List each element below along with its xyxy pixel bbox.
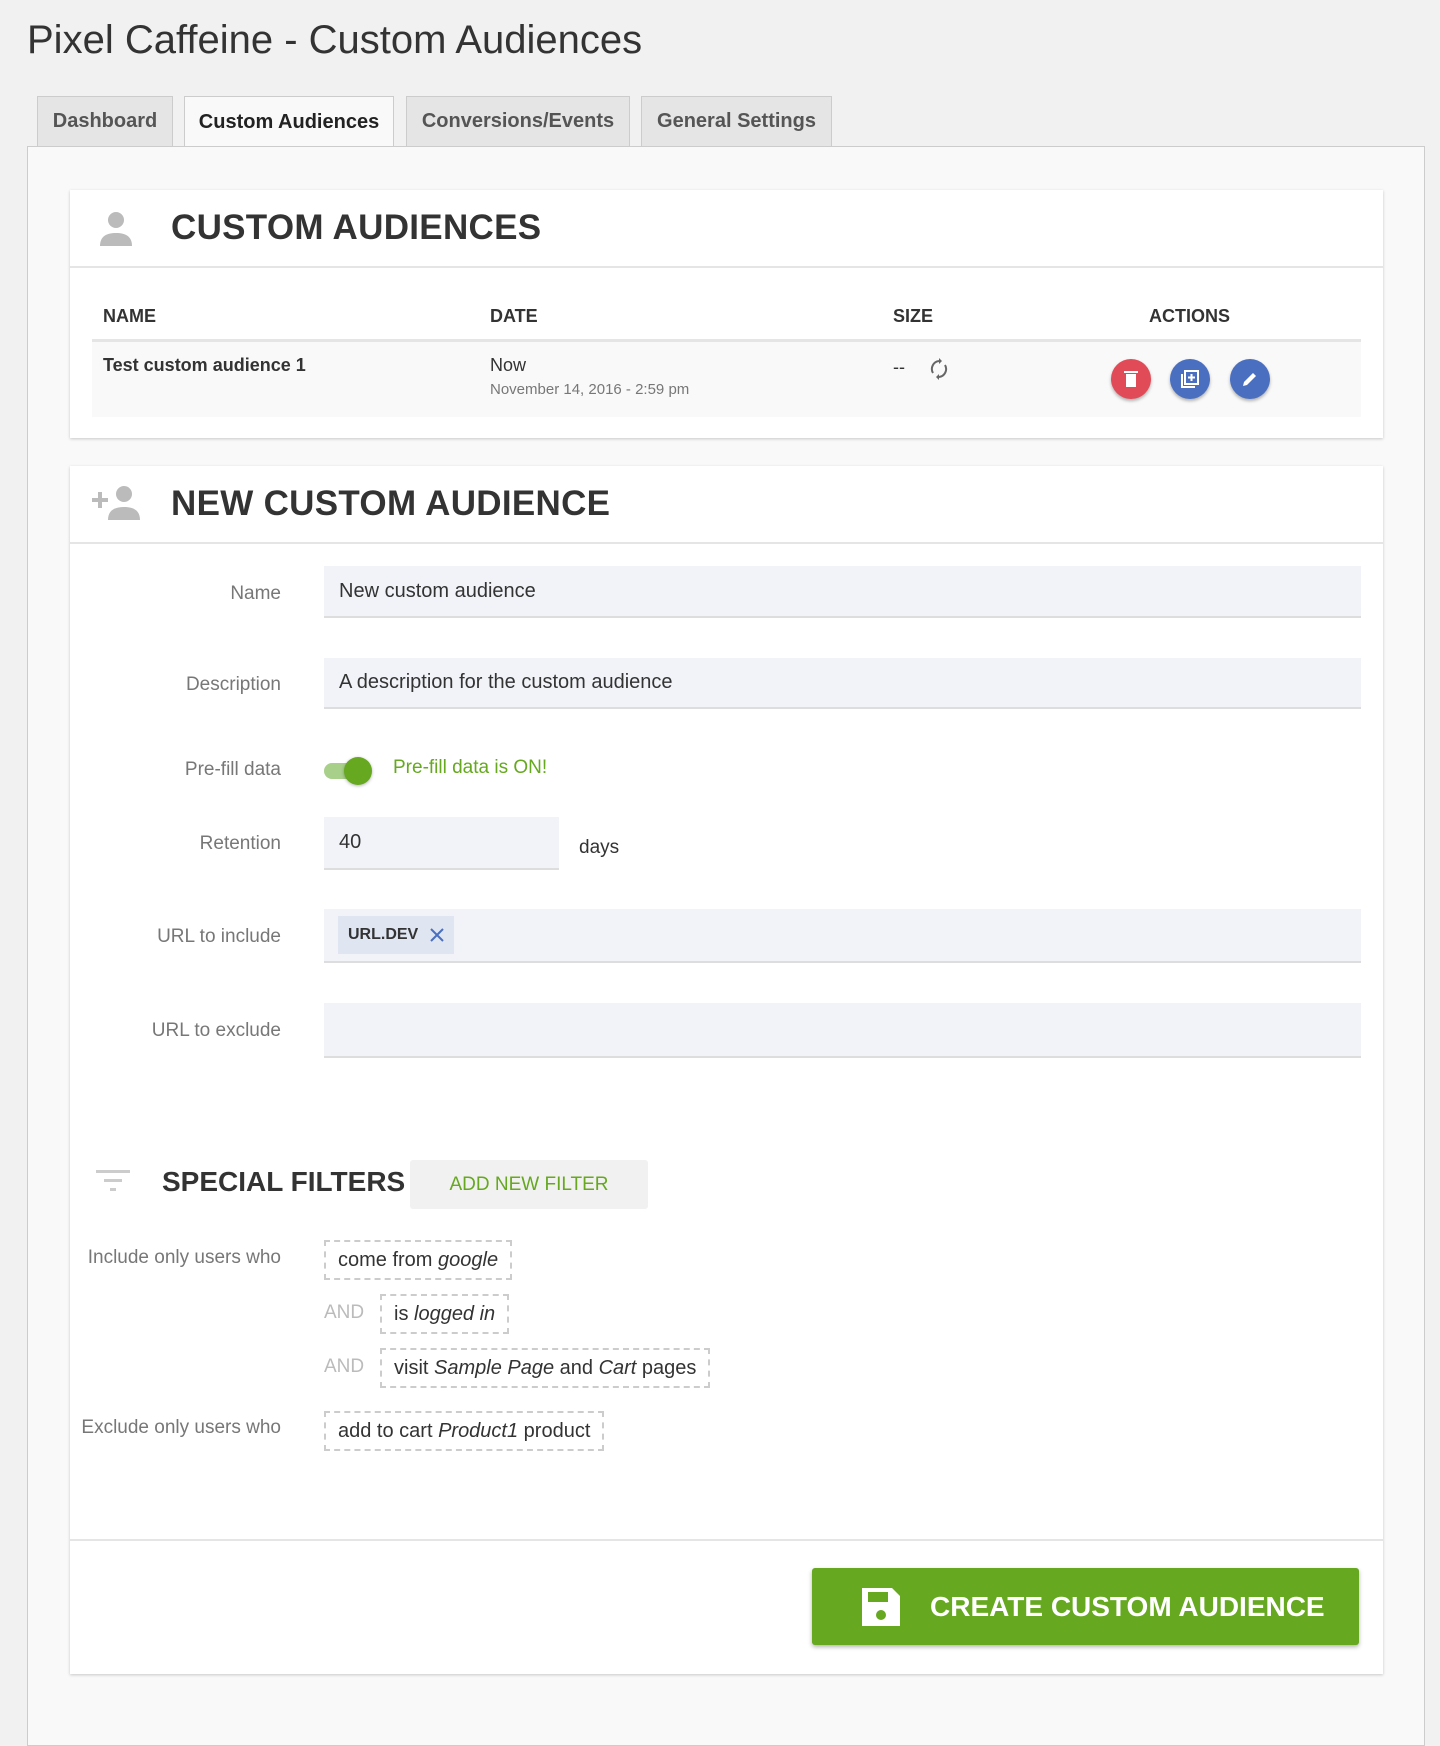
url-tag: URL.DEV [338, 916, 455, 954]
exclude-filter-chip[interactable]: add to cart Product1 product [324, 1411, 605, 1451]
save-icon [862, 1587, 900, 1626]
edit-icon [1243, 373, 1256, 386]
table-row: Test custom audience 1 Now November 14, … [92, 342, 1361, 417]
refresh-icon[interactable] [930, 358, 948, 380]
create-button-label: CREATE CUSTOM AUDIENCE [930, 1590, 1325, 1622]
audience-date-detail: November 14, 2016 - 2:59 pm [490, 381, 690, 398]
user-icon [100, 212, 132, 246]
retention-label: Retention [199, 833, 281, 854]
column-header-actions: ACTIONS [1149, 306, 1230, 326]
column-header-size: SIZE [893, 306, 934, 326]
include-filter-chip[interactable]: visit Sample Page and Cart pages [380, 1348, 711, 1388]
description-label: Description [185, 674, 281, 695]
special-filters-title: SPECIAL FILTERS [162, 1166, 406, 1197]
prefill-toggle[interactable] [324, 757, 374, 785]
audience-name: Test custom audience 1 [103, 355, 306, 375]
prefill-status: Pre-fill data is ON! [393, 757, 548, 778]
exclude-label: Exclude only users who [81, 1417, 281, 1438]
remove-tag-icon[interactable] [430, 928, 444, 942]
and-label: AND [324, 1356, 365, 1377]
url-exclude-label: URL to exclude [151, 1020, 281, 1041]
audience-size: -- [893, 357, 905, 377]
tab-general-settings[interactable]: General Settings [641, 96, 832, 146]
filter-icon [96, 1170, 130, 1191]
custom-audiences-card: CUSTOM AUDIENCES NAME DATE SIZE ACTIONS … [70, 190, 1383, 438]
trash-icon [1124, 371, 1138, 387]
name-label: Name [230, 583, 281, 604]
add-user-icon [92, 486, 140, 520]
create-custom-audience-button[interactable]: CREATE CUSTOM AUDIENCE [812, 1568, 1359, 1645]
name-input[interactable]: New custom audience [324, 566, 1361, 618]
column-header-date: DATE [490, 306, 538, 326]
new-custom-audience-card: NEW CUSTOM AUDIENCE Name New custom audi… [70, 466, 1383, 1674]
page-title: Pixel Caffeine - Custom Audiences [27, 18, 643, 62]
tab-dashboard[interactable]: Dashboard [37, 96, 173, 146]
tab-conversions-events[interactable]: Conversions/Events [406, 96, 630, 146]
tab-custom-audiences[interactable]: Custom Audiences [184, 96, 394, 147]
duplicate-button[interactable] [1170, 359, 1210, 399]
card-title: NEW CUSTOM AUDIENCE [171, 484, 611, 523]
duplicate-icon [1181, 370, 1199, 388]
include-filter-chip[interactable]: is logged in [380, 1294, 510, 1334]
include-label: Include only users who [87, 1247, 281, 1268]
and-label: AND [324, 1302, 365, 1323]
prefill-label: Pre-fill data [184, 759, 281, 780]
edit-button[interactable] [1230, 359, 1270, 399]
audience-date: Now [490, 355, 527, 375]
add-new-filter-button[interactable]: ADD NEW FILTER [410, 1160, 648, 1209]
retention-input[interactable]: 40 [324, 817, 559, 870]
url-include-input[interactable]: URL.DEV [324, 909, 1361, 963]
url-exclude-input[interactable] [324, 1003, 1361, 1058]
url-include-label: URL to include [157, 926, 281, 947]
url-tag-label: URL.DEV [348, 926, 419, 943]
retention-unit: days [579, 837, 620, 858]
description-input[interactable]: A description for the custom audience [324, 658, 1361, 709]
delete-button[interactable] [1111, 359, 1151, 399]
include-filter-chip[interactable]: come from google [324, 1240, 513, 1280]
card-title: CUSTOM AUDIENCES [171, 208, 542, 247]
column-header-name: NAME [103, 306, 156, 326]
